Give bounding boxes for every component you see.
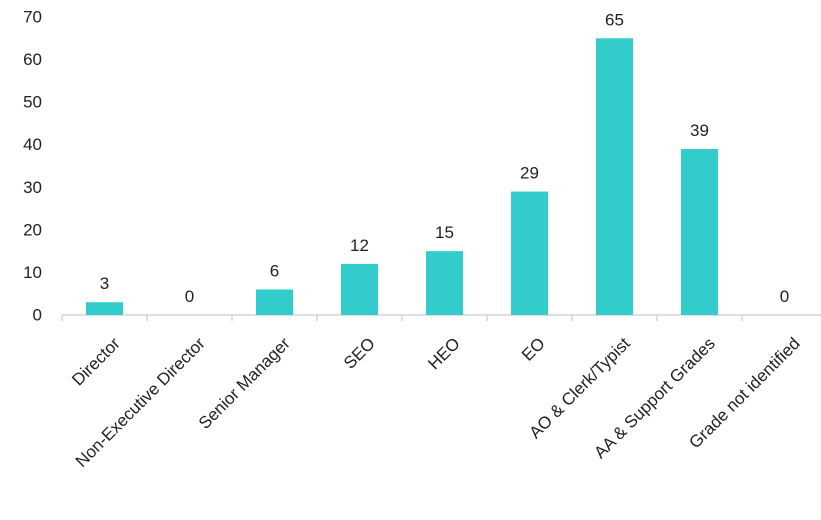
data-label: 6 [270,261,279,280]
y-axis: 0 10 20 30 40 50 60 70 [23,8,42,325]
data-label: 0 [780,287,789,306]
bar [86,302,123,315]
data-label: 3 [100,274,109,293]
y-tick-label: 60 [23,50,42,69]
bars [86,38,718,316]
bar [256,289,293,315]
bar [511,191,548,315]
bar [681,148,718,315]
category-label: SEO [340,334,379,373]
bar [426,251,463,315]
data-label: 29 [520,164,539,183]
y-tick-label: 10 [23,263,42,282]
data-label: 15 [435,223,454,242]
y-tick-label: 0 [33,306,42,325]
y-tick-label: 50 [23,93,42,112]
y-tick-label: 70 [23,8,42,27]
bar [596,38,633,316]
data-label: 12 [350,236,369,255]
data-labels: 3 0 6 12 15 29 65 39 0 [100,10,789,306]
data-label: 0 [185,287,194,306]
category-label: HEO [424,334,463,373]
category-label: Senior Manager [195,334,294,433]
category-label: Director [68,334,124,390]
data-label: 65 [605,10,624,29]
category-label: EO [518,334,549,365]
y-tick-label: 20 [23,220,42,239]
y-tick-label: 30 [23,178,42,197]
bar [341,263,378,315]
y-tick-label: 40 [23,135,42,154]
x-axis [61,314,821,321]
data-label: 39 [690,121,709,140]
